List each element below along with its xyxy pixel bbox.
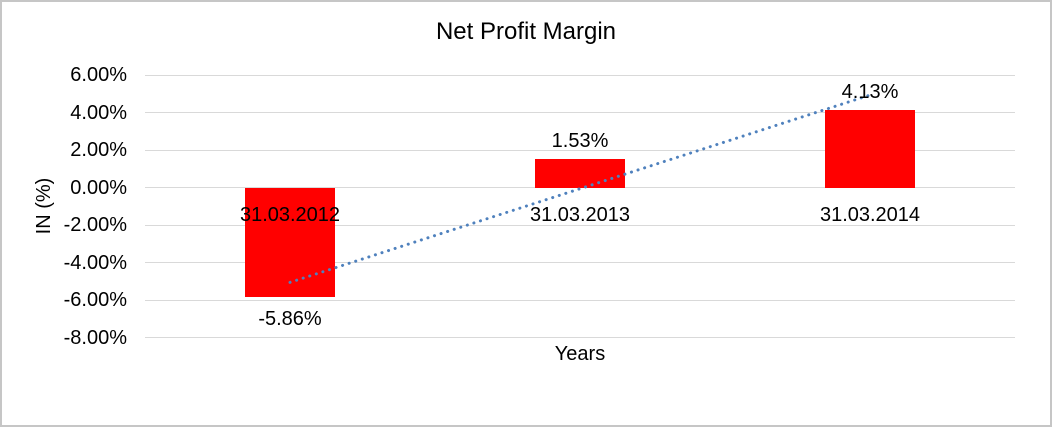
bar-data-label: -5.86% [258,308,322,331]
y-tick-label: 0.00% [70,176,127,199]
y-tick-label: -4.00% [63,251,127,274]
y-tick-label: -6.00% [63,289,127,311]
gridline [145,74,1015,76]
chart-title: Net Profit Margin [435,18,617,45]
category-label: 31.03.2012 [239,203,341,226]
y-tick-label: -2.00% [63,214,127,236]
y-tick-label: 6.00% [70,64,127,86]
bar-data-label: 1.53% [551,129,609,152]
gridline [145,299,1015,301]
x-axis-title: Years [554,343,606,365]
y-tick-label: 2.00% [70,139,127,161]
y-tick-label: 4.00% [70,101,127,124]
category-label: 31.03.2014 [819,203,921,226]
gridline [145,337,1015,338]
category-label: 31.03.2013 [529,203,631,226]
bar-data-label: 4.13% [841,81,899,104]
y-tick-label: -8.00% [63,326,127,349]
